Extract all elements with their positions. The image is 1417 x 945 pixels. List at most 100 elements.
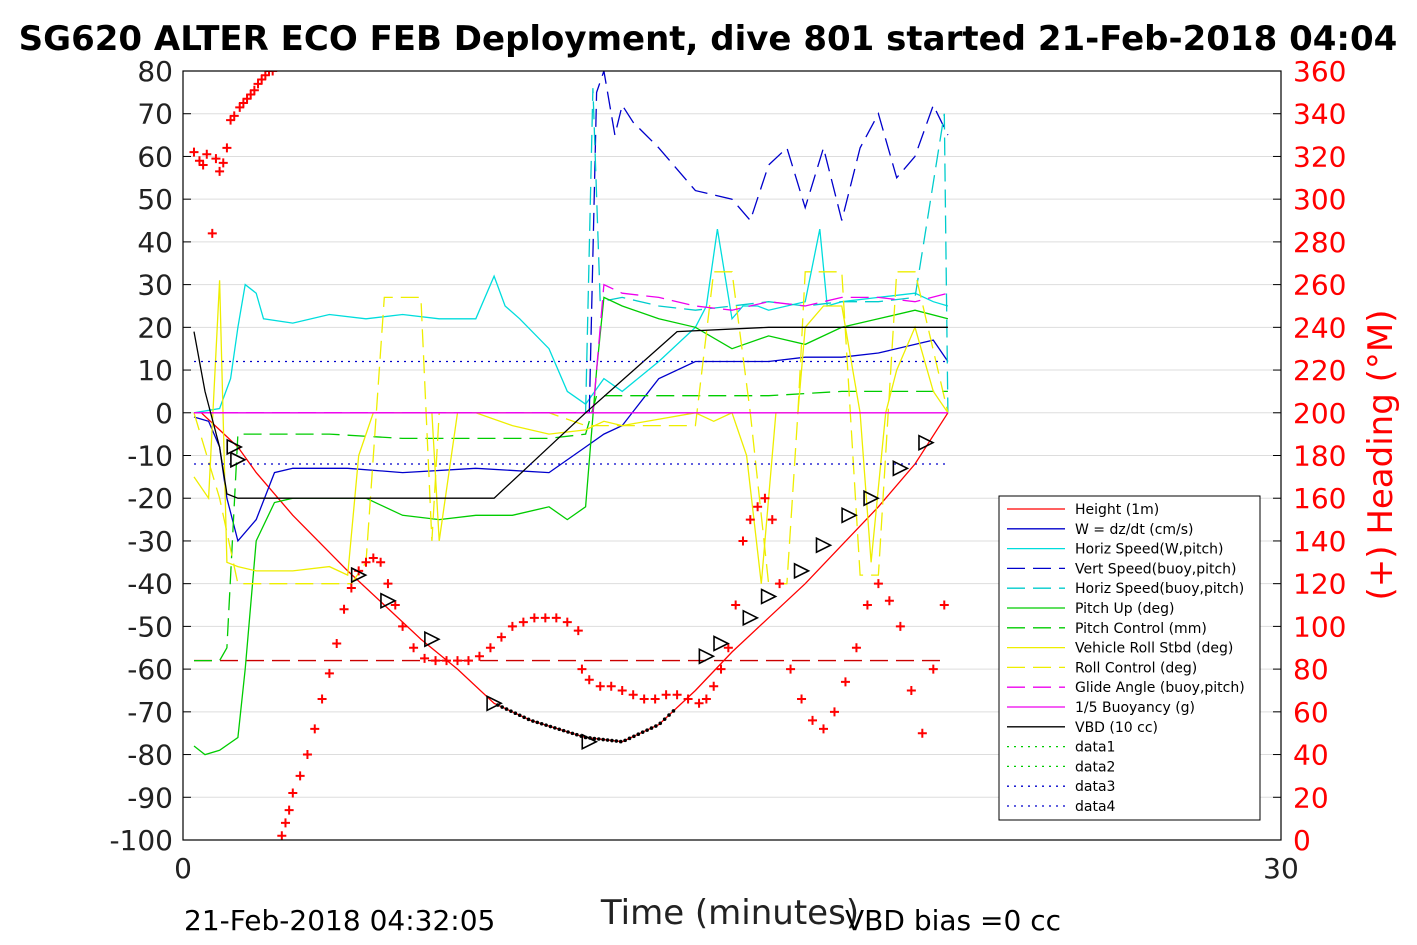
chart-title: SG620 ALTER ECO FEB Deployment, dive 801… (19, 19, 1398, 59)
y-right-tick-label: 320 (1293, 140, 1346, 173)
trajectory-dot (575, 732, 579, 737)
trajectory-dot (636, 732, 641, 737)
legend-label: Pitch Up (deg) (1075, 601, 1174, 617)
trajectory-dot (618, 739, 623, 744)
series-line-3 (588, 71, 949, 413)
legend-label: data2 (1075, 759, 1115, 775)
heading-point (529, 613, 539, 623)
y-right-tick-label: 200 (1293, 397, 1346, 430)
trajectory-dot (539, 721, 544, 726)
y-tick-label: 10 (137, 354, 173, 387)
legend-label: Horiz Speed(buoy,pitch) (1075, 581, 1244, 597)
legend-label: data4 (1075, 799, 1116, 815)
trajectory-dot (513, 711, 518, 716)
trajectory-dot (544, 723, 548, 727)
y-tick-label: -60 (127, 653, 173, 686)
heading-point (264, 71, 274, 76)
track-triangle (793, 562, 811, 580)
heading-point (453, 656, 462, 666)
trajectory-dot (592, 736, 597, 741)
footer-vbd-bias: VBD bias =0 cc (845, 904, 1061, 937)
track-triangle (742, 609, 760, 627)
heading-point (324, 668, 334, 678)
heading-point (829, 707, 839, 717)
heading-point (786, 664, 796, 674)
heading-point (288, 788, 298, 798)
heading-point (672, 690, 682, 700)
heading-point (683, 694, 693, 704)
trajectory-dot (509, 709, 513, 713)
heading-point (496, 632, 506, 642)
legend-label: 1/5 Buoyancy (g) (1075, 700, 1195, 716)
footer-timestamp: 21-Feb-2018 04:32:05 (184, 904, 495, 937)
trajectory-dot (654, 724, 658, 728)
heading-point (767, 515, 777, 525)
heading-point (884, 596, 894, 606)
heading-point (420, 653, 430, 663)
heading-point (595, 681, 605, 691)
heading-point (398, 621, 408, 631)
y-right-tick-label: 280 (1293, 226, 1346, 259)
series-line-6 (194, 390, 948, 662)
heading-point (928, 664, 938, 674)
y-tick-label: -90 (127, 781, 173, 814)
y-right-tick-label: 120 (1293, 568, 1346, 601)
axis-layer: 80706050403020100-10-20-30-40-50-60-70-8… (109, 55, 1346, 885)
y-right-tick-label: 360 (1293, 55, 1346, 88)
track-triangle (380, 592, 397, 610)
heading-point (339, 604, 349, 614)
legend-label: Glide Angle (buoy,pitch) (1075, 680, 1245, 696)
heading-point (851, 643, 861, 653)
heading-point (873, 579, 883, 589)
marker-layer (189, 71, 949, 840)
heading-point (819, 724, 828, 734)
heading-point (390, 600, 400, 610)
series-line-5 (193, 296, 949, 756)
trajectory-dot (632, 734, 636, 739)
y-right-tick-label: 260 (1293, 269, 1346, 302)
heading-point (606, 681, 616, 691)
y-tick-label: 60 (137, 140, 173, 173)
heading-point (573, 626, 583, 636)
y-right-tick-label: 340 (1293, 98, 1346, 131)
series-line-11 (193, 326, 948, 499)
trajectory-dot (504, 707, 509, 711)
heading-point (650, 694, 660, 704)
heading-point (431, 656, 441, 666)
heading-point (218, 158, 228, 168)
heading-point (229, 111, 239, 121)
trajectory-dot (531, 719, 535, 723)
series-line-1 (193, 339, 949, 543)
heading-point (383, 579, 393, 589)
heading-point (202, 149, 212, 159)
trajectory-dot (553, 726, 557, 730)
heading-point (628, 690, 638, 700)
series-line-0 (200, 412, 949, 743)
heading-point (310, 724, 320, 734)
heading-point (442, 656, 452, 666)
trajectory-dot (548, 724, 553, 729)
legend-label: Roll Control (deg) (1075, 660, 1197, 676)
heading-point (661, 690, 671, 700)
heading-point (753, 502, 763, 512)
heading-point (284, 805, 294, 815)
track-triangle (226, 438, 244, 456)
heading-point (346, 583, 356, 593)
heading-point (917, 728, 927, 738)
heading-point (731, 600, 741, 610)
heading-point (797, 694, 807, 704)
heading-point (840, 677, 850, 687)
trajectory-dot (557, 727, 562, 732)
heading-point (409, 643, 419, 653)
y-tick-label: 50 (137, 183, 173, 216)
heading-point (939, 600, 949, 610)
series-line-4 (584, 88, 949, 413)
heading-point (577, 664, 587, 674)
heading-point (507, 621, 517, 631)
heading-point (317, 694, 327, 704)
y-tick-label: 70 (137, 98, 173, 131)
heading-point (211, 154, 221, 164)
track-triangle (918, 434, 935, 451)
